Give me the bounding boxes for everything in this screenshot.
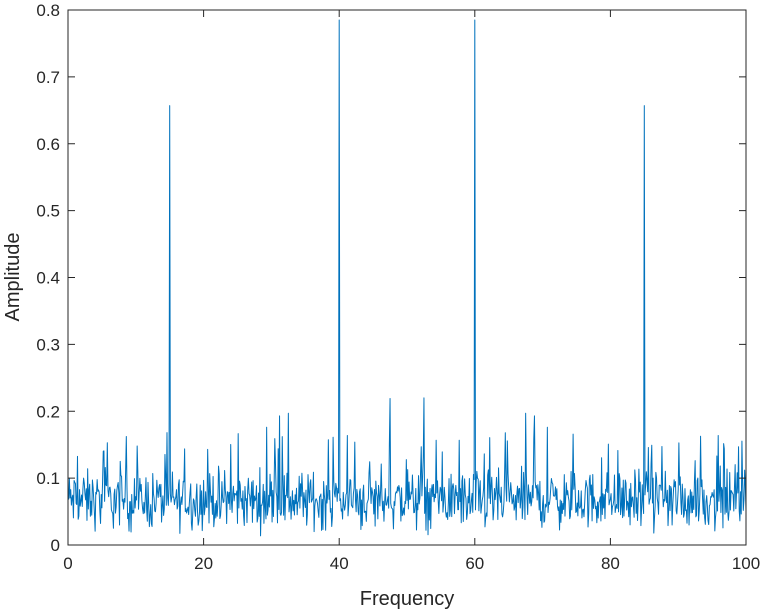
y-tick-label: 0.6 bbox=[36, 135, 60, 154]
series-line bbox=[67, 19, 747, 537]
y-tick-label: 0.4 bbox=[36, 269, 60, 288]
y-tick-label: 0.5 bbox=[36, 202, 60, 221]
y-tick-label: 0.1 bbox=[36, 469, 60, 488]
x-axis-label: Frequency bbox=[360, 588, 455, 610]
x-tick-label: 0 bbox=[63, 554, 72, 573]
y-axis-label: Amplitude bbox=[2, 233, 24, 322]
x-tick-label: 100 bbox=[732, 554, 760, 573]
y-tick-label: 0.8 bbox=[36, 1, 60, 20]
y-tick-label: 0.3 bbox=[36, 335, 60, 354]
x-tick-label: 80 bbox=[601, 554, 620, 573]
y-tick-label: 0.2 bbox=[36, 402, 60, 421]
plot-area bbox=[67, 10, 747, 545]
y-tick-label: 0 bbox=[51, 536, 60, 555]
x-tick-label: 60 bbox=[465, 554, 484, 573]
x-tick-label: 40 bbox=[330, 554, 349, 573]
plot-background bbox=[68, 10, 746, 545]
axes: 0 20 40 60 80 100 0 0.1 0.2 0.3 0.4 0.5 0.6 0.7 0.8 bbox=[36, 1, 760, 573]
x-tick-label: 20 bbox=[194, 554, 213, 573]
y-tick-label: 0.7 bbox=[36, 68, 60, 87]
